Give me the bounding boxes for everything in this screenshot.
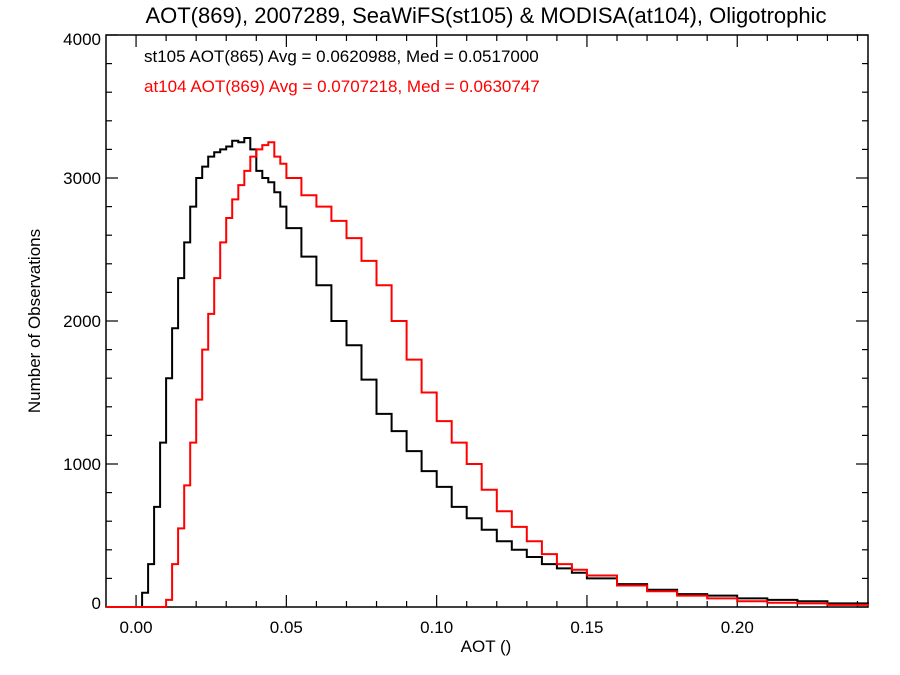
y-tick-label: 4000 (63, 30, 101, 49)
series-line-1 (106, 141, 869, 608)
y-tick-label: 0 (92, 594, 101, 613)
x-tick-label: 0.00 (120, 618, 153, 637)
plot-area: 0.00 0.05 0.10 0.15 0.20 0 1000 2000 3000 4000 (63, 30, 869, 637)
y-axis-label: Number of Observations (25, 229, 44, 413)
legend-entry-at104: at104 AOT(869) Avg = 0.0707218, Med = 0.… (144, 77, 540, 96)
chart-title: AOT(869), 2007289, SeaWiFS(st105) & MODI… (145, 3, 826, 28)
x-tick-label: 0.15 (570, 618, 603, 637)
y-tick-label: 1000 (63, 455, 101, 474)
x-tick-label: 0.20 (721, 618, 754, 637)
y-tick-label: 3000 (63, 169, 101, 188)
series-line-0 (106, 137, 869, 608)
y-tick-label: 2000 (63, 312, 101, 331)
x-tick-label: 0.10 (420, 618, 453, 637)
legend-entry-st105: st105 AOT(865) Avg = 0.0620988, Med = 0.… (144, 47, 539, 66)
x-tick-label: 0.05 (270, 618, 303, 637)
plot-frame (105, 34, 869, 608)
x-axis-label: AOT () (461, 637, 512, 656)
